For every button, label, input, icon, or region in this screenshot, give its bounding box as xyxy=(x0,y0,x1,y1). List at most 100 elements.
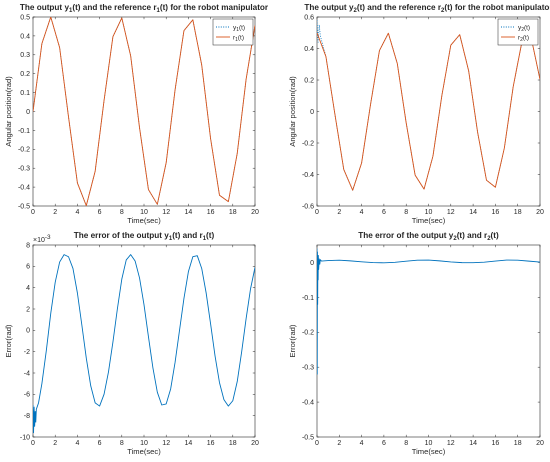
x-tick-label: 4 xyxy=(360,209,364,216)
y-tick-label: -0.5 xyxy=(302,434,314,441)
x-tick-label: 2 xyxy=(53,440,57,447)
x-axis-label: Time(sec) xyxy=(412,216,446,225)
chart-panel-4: 0 2 4 6 8 10 12 14 16 18 20 -0.5 -0.4 -0.3 -0.2 -0.1 0 Th… xyxy=(288,231,544,456)
x-tick-label: 2 xyxy=(53,209,57,216)
chart-title: The error of the output y2(t) and r2(t) xyxy=(358,231,499,242)
y-tick-label: 0.4 xyxy=(20,33,30,40)
x-tick-label: 8 xyxy=(404,440,408,447)
x-tick-label: 10 xyxy=(140,440,148,447)
y-tick-label: -0.1 xyxy=(302,295,314,302)
y-tick-label: 0.6 xyxy=(304,14,314,21)
x-tick-label: 20 xyxy=(536,209,544,216)
x-tick-label: 12 xyxy=(162,209,170,216)
series-group xyxy=(317,20,540,191)
x-tick-label: 8 xyxy=(120,209,124,216)
x-tick-label: 4 xyxy=(75,440,79,447)
y-tick-label: -6 xyxy=(24,392,30,399)
x-tick-label: 0 xyxy=(31,209,35,216)
x-tick-label: 14 xyxy=(185,440,193,447)
y-tick-label: 0 xyxy=(310,260,314,267)
y-axis-label: Error(rad) xyxy=(288,324,297,357)
x-axis-label: Time(sec) xyxy=(127,447,161,456)
y-tick-label: 0 xyxy=(26,328,30,335)
legend-label: r2(t) xyxy=(518,34,529,43)
series-group xyxy=(317,248,540,375)
y-tick-label: -0.4 xyxy=(18,185,30,192)
x-tick-label: 20 xyxy=(536,440,544,447)
x-tick-label: 18 xyxy=(229,209,237,216)
y-tick-label: -4 xyxy=(24,370,30,377)
y-tick-label: 0.1 xyxy=(20,90,30,97)
y-tick-label: -0.2 xyxy=(302,330,314,337)
legend-box xyxy=(497,18,539,46)
x-tick-label: 0 xyxy=(315,440,319,447)
x-tick-label: 20 xyxy=(251,440,259,447)
x-tick-label: 10 xyxy=(425,209,433,216)
plot-area xyxy=(316,244,541,438)
series-group xyxy=(33,254,255,434)
y-tick-label: -0.5 xyxy=(18,203,30,210)
x-axis-label: Time(sec) xyxy=(127,216,161,225)
y-tick-label: 6 xyxy=(26,264,30,271)
x-tick-label: 10 xyxy=(140,209,148,216)
y-tick-label: -0.3 xyxy=(18,166,30,173)
x-tick-label: 18 xyxy=(514,440,522,447)
y-tick-label: -8 xyxy=(24,413,30,420)
y-tick-label: -0.4 xyxy=(302,399,314,406)
legend: y1(t)r1(t) xyxy=(212,18,254,46)
chart-panel-1: 0 2 4 6 8 10 12 14 16 18 20 -0.5 -0.4 -0.3 -0.2 -0.1 0 0.… xyxy=(4,3,269,225)
x-tick-label: 16 xyxy=(492,440,500,447)
y-tick-label: 0.2 xyxy=(20,71,30,78)
chart-title: The error of the output y1(t) and r1(t) xyxy=(74,231,215,242)
y-tick-label: 0.2 xyxy=(304,77,314,84)
y-axis-label: Error(rad) xyxy=(4,324,13,357)
x-tick-label: 12 xyxy=(162,440,170,447)
x-tick-label: 2 xyxy=(337,440,341,447)
x-tick-label: 0 xyxy=(31,440,35,447)
x-tick-label: 18 xyxy=(229,440,237,447)
x-tick-label: 4 xyxy=(75,209,79,216)
y-tick-label: -2 xyxy=(24,349,30,356)
y-tick-label: 0 xyxy=(310,109,314,116)
x-tick-label: 18 xyxy=(514,209,522,216)
x-tick-label: 20 xyxy=(251,209,259,216)
x-tick-label: 6 xyxy=(382,440,386,447)
y-tick-label: -0.2 xyxy=(18,147,30,154)
chart-panel-2: 0 2 4 6 8 10 12 14 16 18 20-0.6-0.4-0.200.20.40.6T… xyxy=(288,3,550,225)
x-axis-label: Time(sec) xyxy=(412,447,446,456)
x-tick-label: 12 xyxy=(447,440,455,447)
legend-label: y1(t) xyxy=(233,24,245,33)
x-tick-label: 4 xyxy=(360,440,364,447)
y-tick-label: 8 xyxy=(26,242,30,249)
series-line-1 xyxy=(33,254,255,434)
x-tick-label: 16 xyxy=(207,440,215,447)
y-tick-label: 0 xyxy=(26,109,30,116)
x-tick-label: 8 xyxy=(404,209,408,216)
x-tick-label: 6 xyxy=(382,209,386,216)
y-axis-label: Angular position(rad) xyxy=(4,76,13,147)
y-tick-label: -0.2 xyxy=(302,140,314,147)
plot-area xyxy=(32,16,256,207)
legend-label: y2(t) xyxy=(518,24,530,33)
y-tick-label: 4 xyxy=(26,285,30,292)
y-tick-label: 0.5 xyxy=(20,14,30,21)
x-tick-label: 6 xyxy=(98,440,102,447)
x-tick-label: 16 xyxy=(492,209,500,216)
legend: y2(t)r2(t) xyxy=(497,18,539,46)
y-tick-label: -0.6 xyxy=(302,203,314,210)
y-tick-label: -0.1 xyxy=(18,128,30,135)
series-group xyxy=(33,17,255,206)
series-line-2 xyxy=(33,17,255,206)
chart-title: The output y1(t) and the reference r1(t)… xyxy=(20,3,269,14)
x-tick-label: 16 xyxy=(207,209,215,216)
x-tick-label: 12 xyxy=(447,209,455,216)
plot-area xyxy=(316,16,541,207)
x-tick-label: 8 xyxy=(120,440,124,447)
legend-box xyxy=(212,18,254,46)
plot-area xyxy=(32,244,256,438)
legend-label: r1(t) xyxy=(233,34,244,43)
y-tick-label: -0.3 xyxy=(302,365,314,372)
x-tick-label: 14 xyxy=(469,440,477,447)
